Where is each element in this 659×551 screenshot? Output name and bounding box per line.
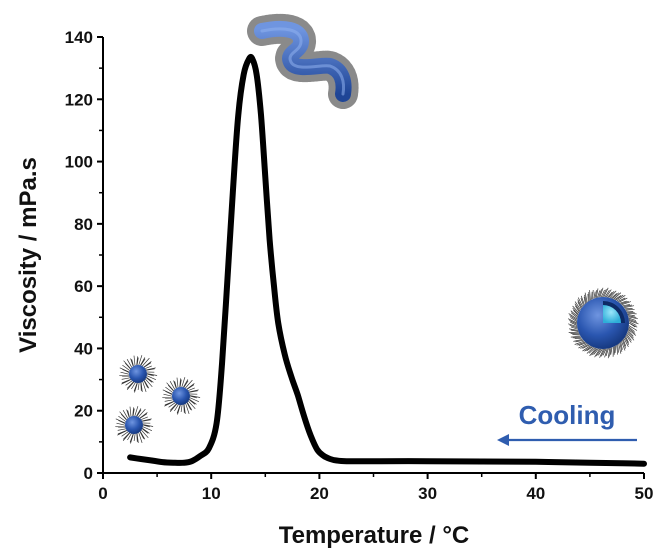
spherical-micelle-icon [115,406,154,444]
x-tick-label: 0 [98,484,107,503]
y-tick-label: 40 [74,339,93,358]
worm-micelle-icon [247,13,359,109]
vesicle-icon [567,287,639,359]
y-tick-label: 100 [65,153,93,172]
viscosity-series-line [127,53,647,467]
x-tick-label: 40 [526,484,545,503]
x-tick-label: 30 [418,484,437,503]
x-ticks: 0 10 20 30 40 50 [98,473,653,503]
spherical-micelle-icon [119,355,158,393]
y-tick-label: 0 [84,464,93,483]
cooling-arrow-head [497,434,509,446]
corona-chains [119,355,158,393]
x-axis-title: Temperature / °C [279,522,470,549]
x-tick-label: 20 [310,484,329,503]
y-axis-title: Viscosity / mPa.s [15,157,42,353]
spherical-micelle-icon [162,377,201,415]
x-tick-label: 50 [635,484,654,503]
y-tick-label: 60 [74,277,93,296]
y-tick-label: 120 [65,90,93,109]
corona-chains [115,406,154,444]
y-tick-label: 140 [65,28,93,47]
cooling-label: Cooling [519,400,616,430]
x-tick-label: 10 [202,484,221,503]
corona-chains [162,377,201,415]
corona-chains [567,287,639,359]
y-tick-label: 80 [74,215,93,234]
y-ticks: 0 20 40 60 80 100 120 140 [65,28,103,483]
y-tick-label: 20 [74,402,93,421]
